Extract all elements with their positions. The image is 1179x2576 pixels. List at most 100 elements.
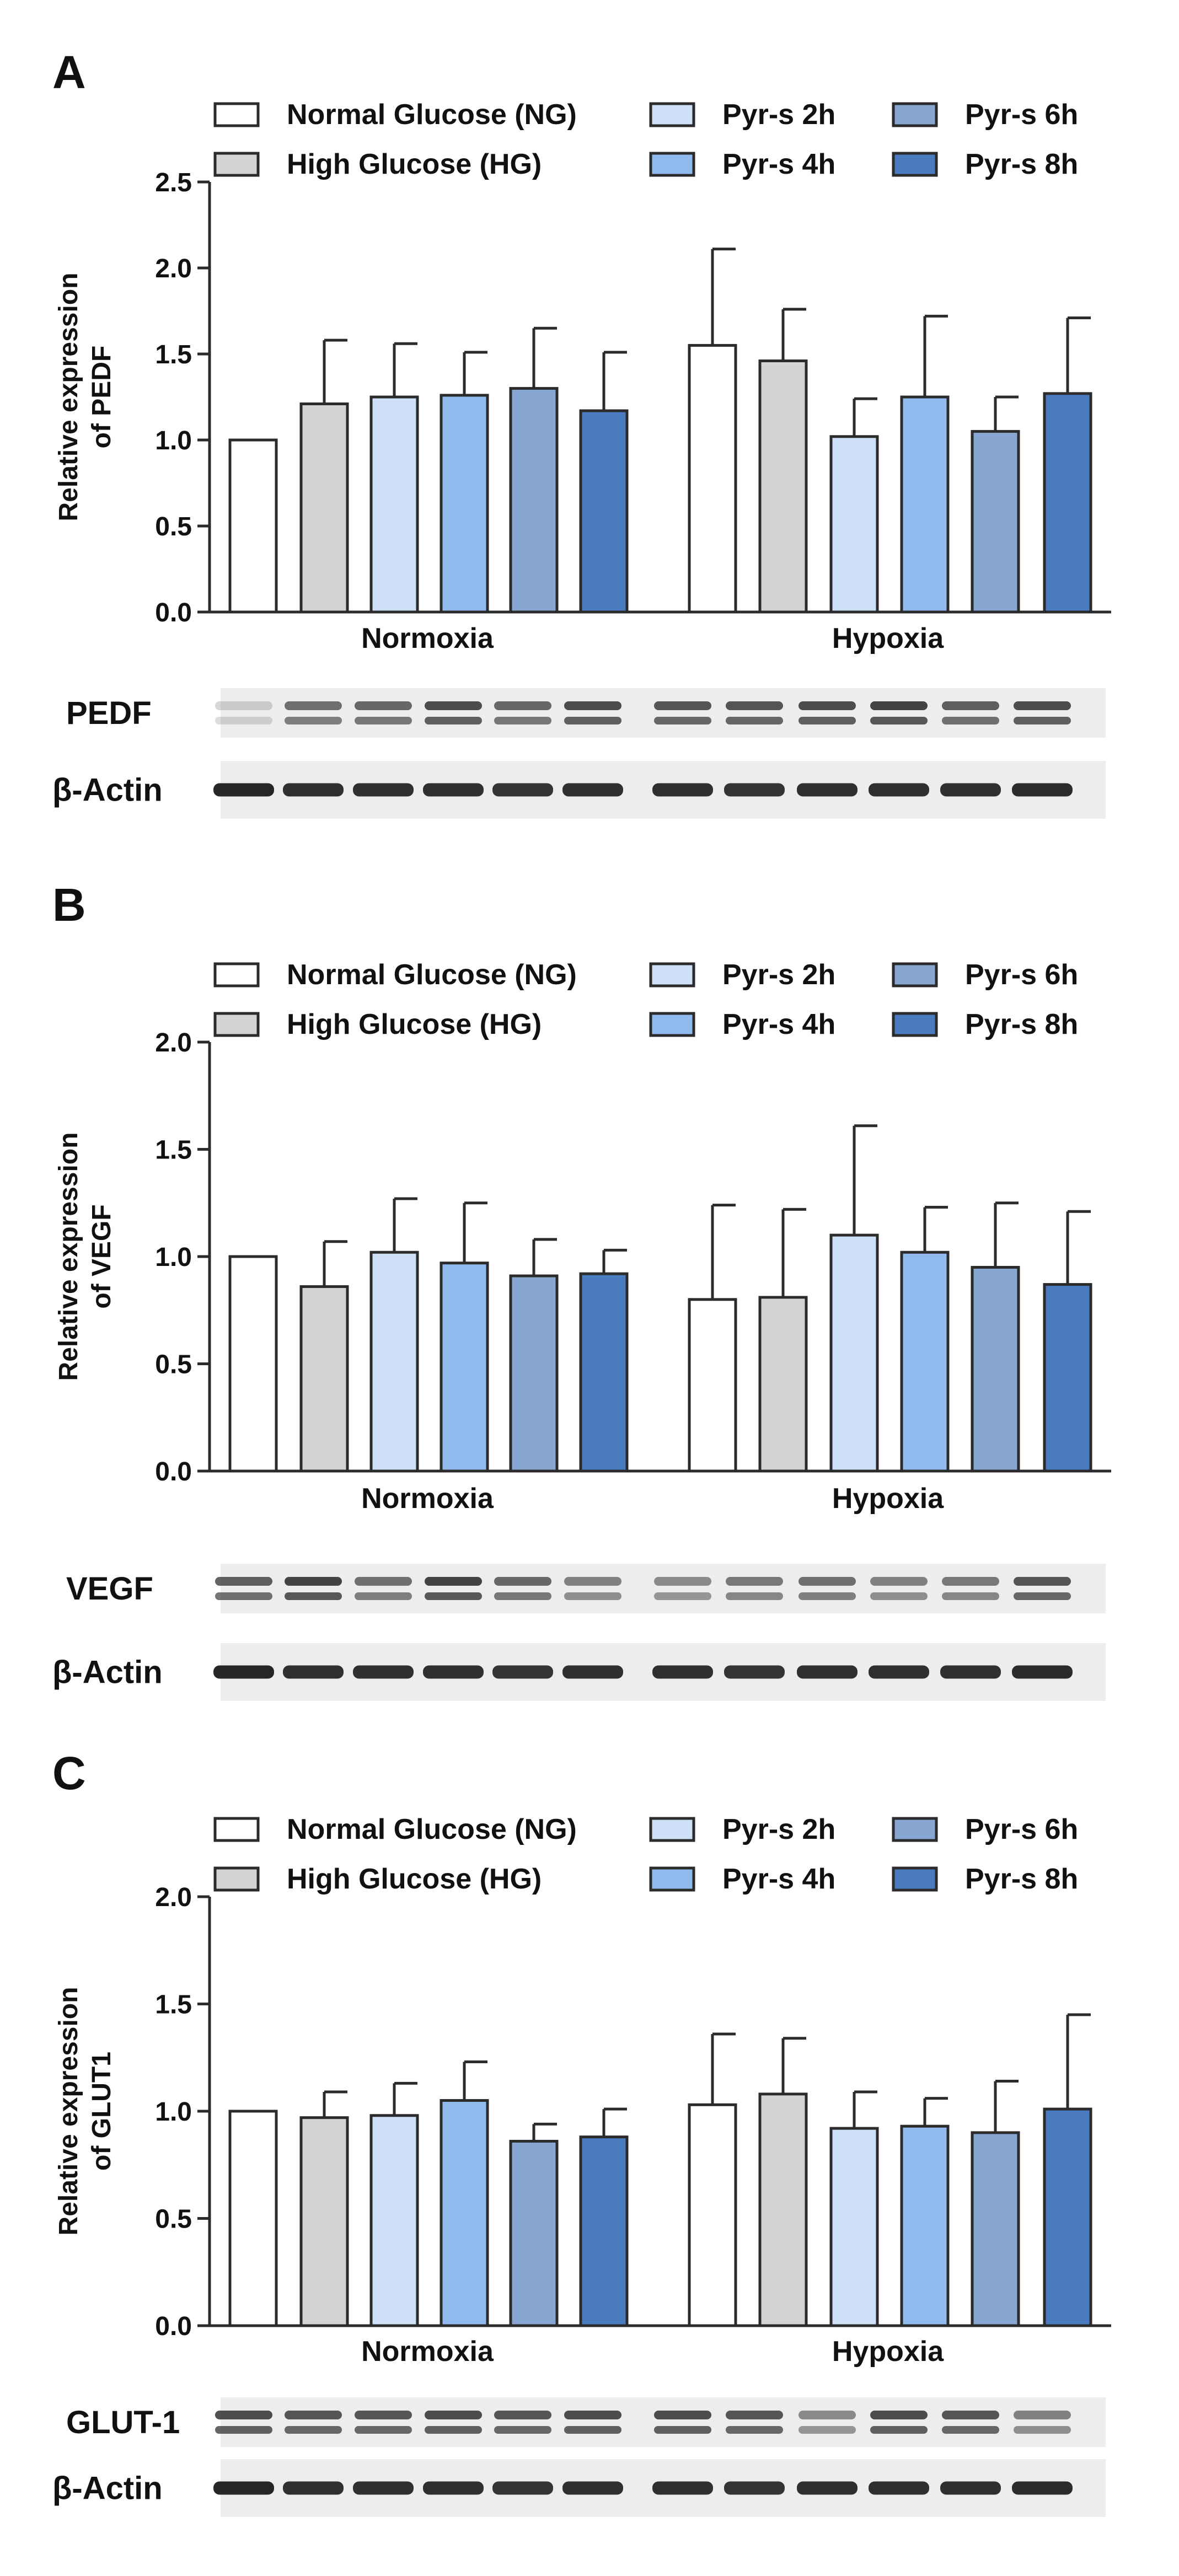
blot-band <box>285 2426 342 2434</box>
panel-c: C Normal Glucose (NG) High Glucose (HG) Pyr… <box>52 1747 1111 2517</box>
blot-band <box>215 2426 272 2434</box>
blot-band <box>798 2426 856 2434</box>
blot-band <box>283 783 344 797</box>
legend-label: Normal Glucose (NG) <box>287 1813 577 1845</box>
blot-band <box>798 1592 856 1600</box>
x-group-label: Normoxia <box>361 622 494 654</box>
blot-band <box>215 701 272 710</box>
blot-band <box>654 2411 711 2419</box>
y-tick-label: 1.5 <box>155 340 192 369</box>
legend-swatch <box>892 102 938 127</box>
legend-label: High Glucose (HG) <box>287 148 542 180</box>
blot-strip <box>221 2397 1106 2447</box>
y-axis-label: of PEDF <box>87 346 116 449</box>
blot-band <box>562 1665 623 1679</box>
blot-band <box>798 701 856 710</box>
bar <box>509 1274 559 1473</box>
bar <box>758 359 808 614</box>
blot-band <box>494 701 551 710</box>
x-group-label: Hypoxia <box>832 622 944 654</box>
blot-band <box>654 1577 711 1586</box>
bar <box>228 438 278 614</box>
legend-swatch <box>213 962 260 988</box>
blot-band <box>797 783 858 797</box>
blot-band <box>869 2481 929 2495</box>
legend-label: Normal Glucose (NG) <box>287 959 577 991</box>
y-tick-label: 2.0 <box>155 1883 192 1912</box>
y-tick-label: 0.0 <box>155 598 192 627</box>
blot-band <box>425 1592 482 1600</box>
blot-band <box>654 717 711 724</box>
blot-band <box>870 1577 928 1586</box>
blot-band <box>942 1577 999 1586</box>
blot-label: GLUT-1 <box>66 2405 180 2440</box>
y-axis-label: of VEGF <box>87 1204 116 1308</box>
y-tick-label: 1.5 <box>155 1990 192 2020</box>
blot-band <box>1014 701 1071 710</box>
panel-label: A <box>52 46 86 98</box>
blot-band <box>870 717 928 724</box>
blot-band <box>1014 2426 1071 2434</box>
y-axis-label: Relative expression <box>54 1987 83 2236</box>
bar <box>688 1298 737 1473</box>
bar <box>900 1251 950 1473</box>
y-tick-label: 0.0 <box>155 2312 192 2341</box>
bar <box>579 2135 629 2327</box>
bar <box>299 2116 349 2327</box>
legend-label: Pyr-s 6h <box>965 1813 1078 1845</box>
blot-band <box>562 2481 623 2495</box>
bar <box>228 2110 278 2327</box>
legend-label: Pyr-s 4h <box>722 148 835 180</box>
x-group-label: Hypoxia <box>832 2336 944 2368</box>
blot-band <box>870 2411 928 2419</box>
blot-band <box>213 2481 274 2495</box>
legend-swatch <box>649 962 695 988</box>
legend-swatch <box>213 1817 260 1842</box>
legend-swatch <box>892 152 938 177</box>
x-group-label: Normoxia <box>361 2336 494 2368</box>
y-tick-label: 0.5 <box>155 512 192 541</box>
blot-band <box>1014 1577 1071 1586</box>
bar <box>440 1262 489 1473</box>
blot-band <box>869 1665 929 1679</box>
blot-band <box>215 717 272 724</box>
x-group-label: Normoxia <box>361 1483 494 1515</box>
legend-label: Pyr-s 8h <box>965 1863 1078 1895</box>
y-tick-label: 0.5 <box>155 1350 192 1380</box>
blot-band <box>494 717 551 724</box>
bar <box>829 435 879 614</box>
blot-band <box>940 2481 1001 2495</box>
bar <box>228 1255 278 1473</box>
blot-band <box>562 783 623 797</box>
blot-band <box>942 2411 999 2419</box>
blot-label: β-Actin <box>52 772 163 808</box>
blot-band <box>942 717 999 724</box>
blot-band <box>492 783 553 797</box>
y-tick-label: 2.0 <box>155 1028 192 1058</box>
blot-band <box>355 1592 412 1600</box>
blot-band <box>798 1577 856 1586</box>
blot-band <box>285 701 342 710</box>
legend-swatch <box>649 1817 695 1842</box>
bar <box>440 394 489 614</box>
blot-band <box>726 2426 783 2434</box>
bar <box>369 1251 419 1473</box>
bar <box>758 1296 808 1473</box>
bar <box>299 1285 349 1473</box>
bar <box>829 2127 879 2327</box>
panel-a: A Normal Glucose (NG) High Glucose (HG) Pyr… <box>52 46 1111 819</box>
bar <box>758 2092 808 2327</box>
blot-band <box>726 1577 783 1586</box>
y-tick-label: 2.5 <box>155 168 192 197</box>
blot-band <box>1014 1592 1071 1600</box>
blot-band <box>285 1577 342 1586</box>
blot-band <box>724 1665 785 1679</box>
blot-label: VEGF <box>66 1571 153 1607</box>
bar <box>688 344 737 614</box>
panel-label: C <box>52 1747 86 1799</box>
blot-band <box>285 2411 342 2419</box>
bar <box>688 2103 737 2327</box>
legend-swatch <box>649 1012 695 1037</box>
blot-band <box>940 783 1001 797</box>
